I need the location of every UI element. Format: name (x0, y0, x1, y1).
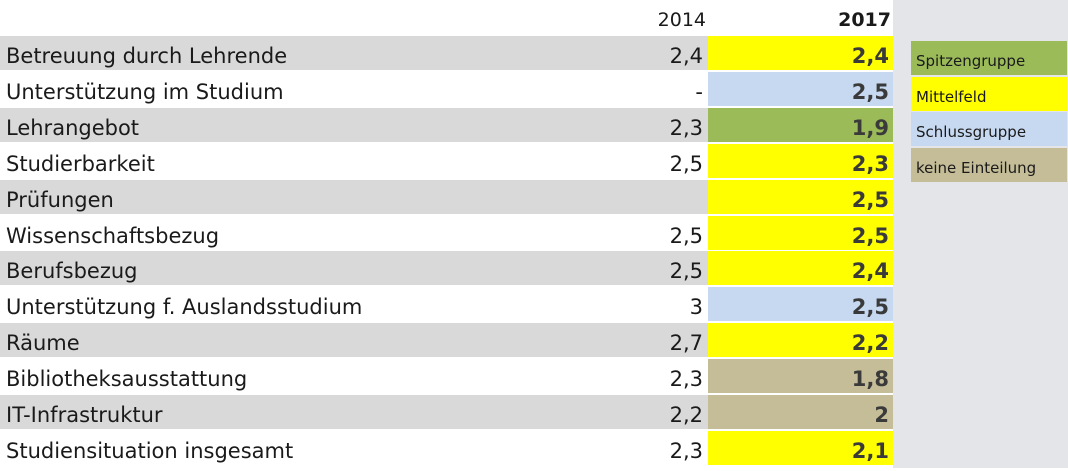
value-2017: 2,5 (708, 216, 893, 250)
table-row: Räume 2,7 2,2 (0, 323, 893, 357)
table-row: Betreuung durch Lehrende 2,4 2,4 (0, 36, 893, 70)
value-2017: 2 (708, 395, 893, 429)
value-2014 (548, 180, 708, 214)
value-2017: 1,8 (708, 359, 893, 393)
row-label: Berufsbezug (0, 251, 548, 285)
row-label: Räume (0, 323, 548, 357)
table-row: Berufsbezug 2,5 2,4 (0, 251, 893, 285)
column-header-2014: 2014 (657, 9, 706, 31)
value-2017: 2,4 (708, 36, 893, 70)
value-2017: 2,4 (708, 251, 893, 285)
value-2017: 2,3 (708, 144, 893, 178)
table-row: Bibliotheksausstattung 2,3 1,8 (0, 359, 893, 393)
row-label: Wissenschaftsbezug (6, 224, 220, 248)
row-label: IT-Infrastruktur (0, 395, 548, 429)
value-2014: 3 (689, 295, 703, 319)
table-row: Studiensituation insgesamt 2,3 2,1 (0, 431, 893, 465)
value-2014: 2,4 (548, 36, 708, 70)
row-label: Unterstützung f. Auslandsstudium (6, 295, 363, 319)
table-row: Unterstützung im Studium -2,5 (0, 72, 893, 106)
value-2014: 2,5 (669, 152, 703, 176)
row-label: Studiensituation insgesamt (6, 439, 294, 463)
table-row: Unterstützung f. Auslandsstudium 3 2,5 (0, 287, 893, 321)
table-row: Studierbarkeit 2,5 2,3 (0, 144, 893, 178)
table-row: Wissenschaftsbezug 2,5 2,5 (0, 216, 893, 250)
value-2017: 2,5 (708, 180, 893, 214)
table-row: Prüfungen 2,5 (0, 180, 893, 214)
value-2014: 2,7 (548, 323, 708, 357)
legend-item: Mittelfeld (911, 77, 1067, 111)
value-2014: 2,3 (548, 108, 708, 142)
row-label: Prüfungen (0, 180, 548, 214)
value-2014: - (695, 80, 703, 104)
row-label: Studierbarkeit (6, 152, 155, 176)
legend-item: Schlussgruppe (911, 112, 1067, 146)
legend-item: keine Einteilung (911, 148, 1067, 182)
value-2017: 2,5 (708, 72, 893, 106)
value-2014: 2,5 (669, 224, 703, 248)
row-label: Lehrangebot (0, 108, 548, 142)
value-2017: 2,5 (708, 287, 893, 321)
value-2014: 2,3 (669, 439, 703, 463)
column-header-2017: 2017 (838, 9, 891, 31)
row-label: Unterstützung im Studium (6, 80, 284, 104)
table-row: IT-Infrastruktur 2,2 2 (0, 395, 893, 429)
value-2017: 1,9 (708, 108, 893, 142)
value-2017: 2,2 (708, 323, 893, 357)
value-2014: 2,3 (669, 367, 703, 391)
table-row: Lehrangebot 2,3 1,9 (0, 108, 893, 142)
value-2014: 2,2 (548, 395, 708, 429)
value-2017: 2,1 (708, 431, 893, 465)
legend-item: Spitzengruppe (911, 41, 1067, 75)
row-label: Bibliotheksausstattung (6, 367, 248, 391)
row-label: Betreuung durch Lehrende (0, 36, 548, 70)
value-2014: 2,5 (548, 251, 708, 285)
